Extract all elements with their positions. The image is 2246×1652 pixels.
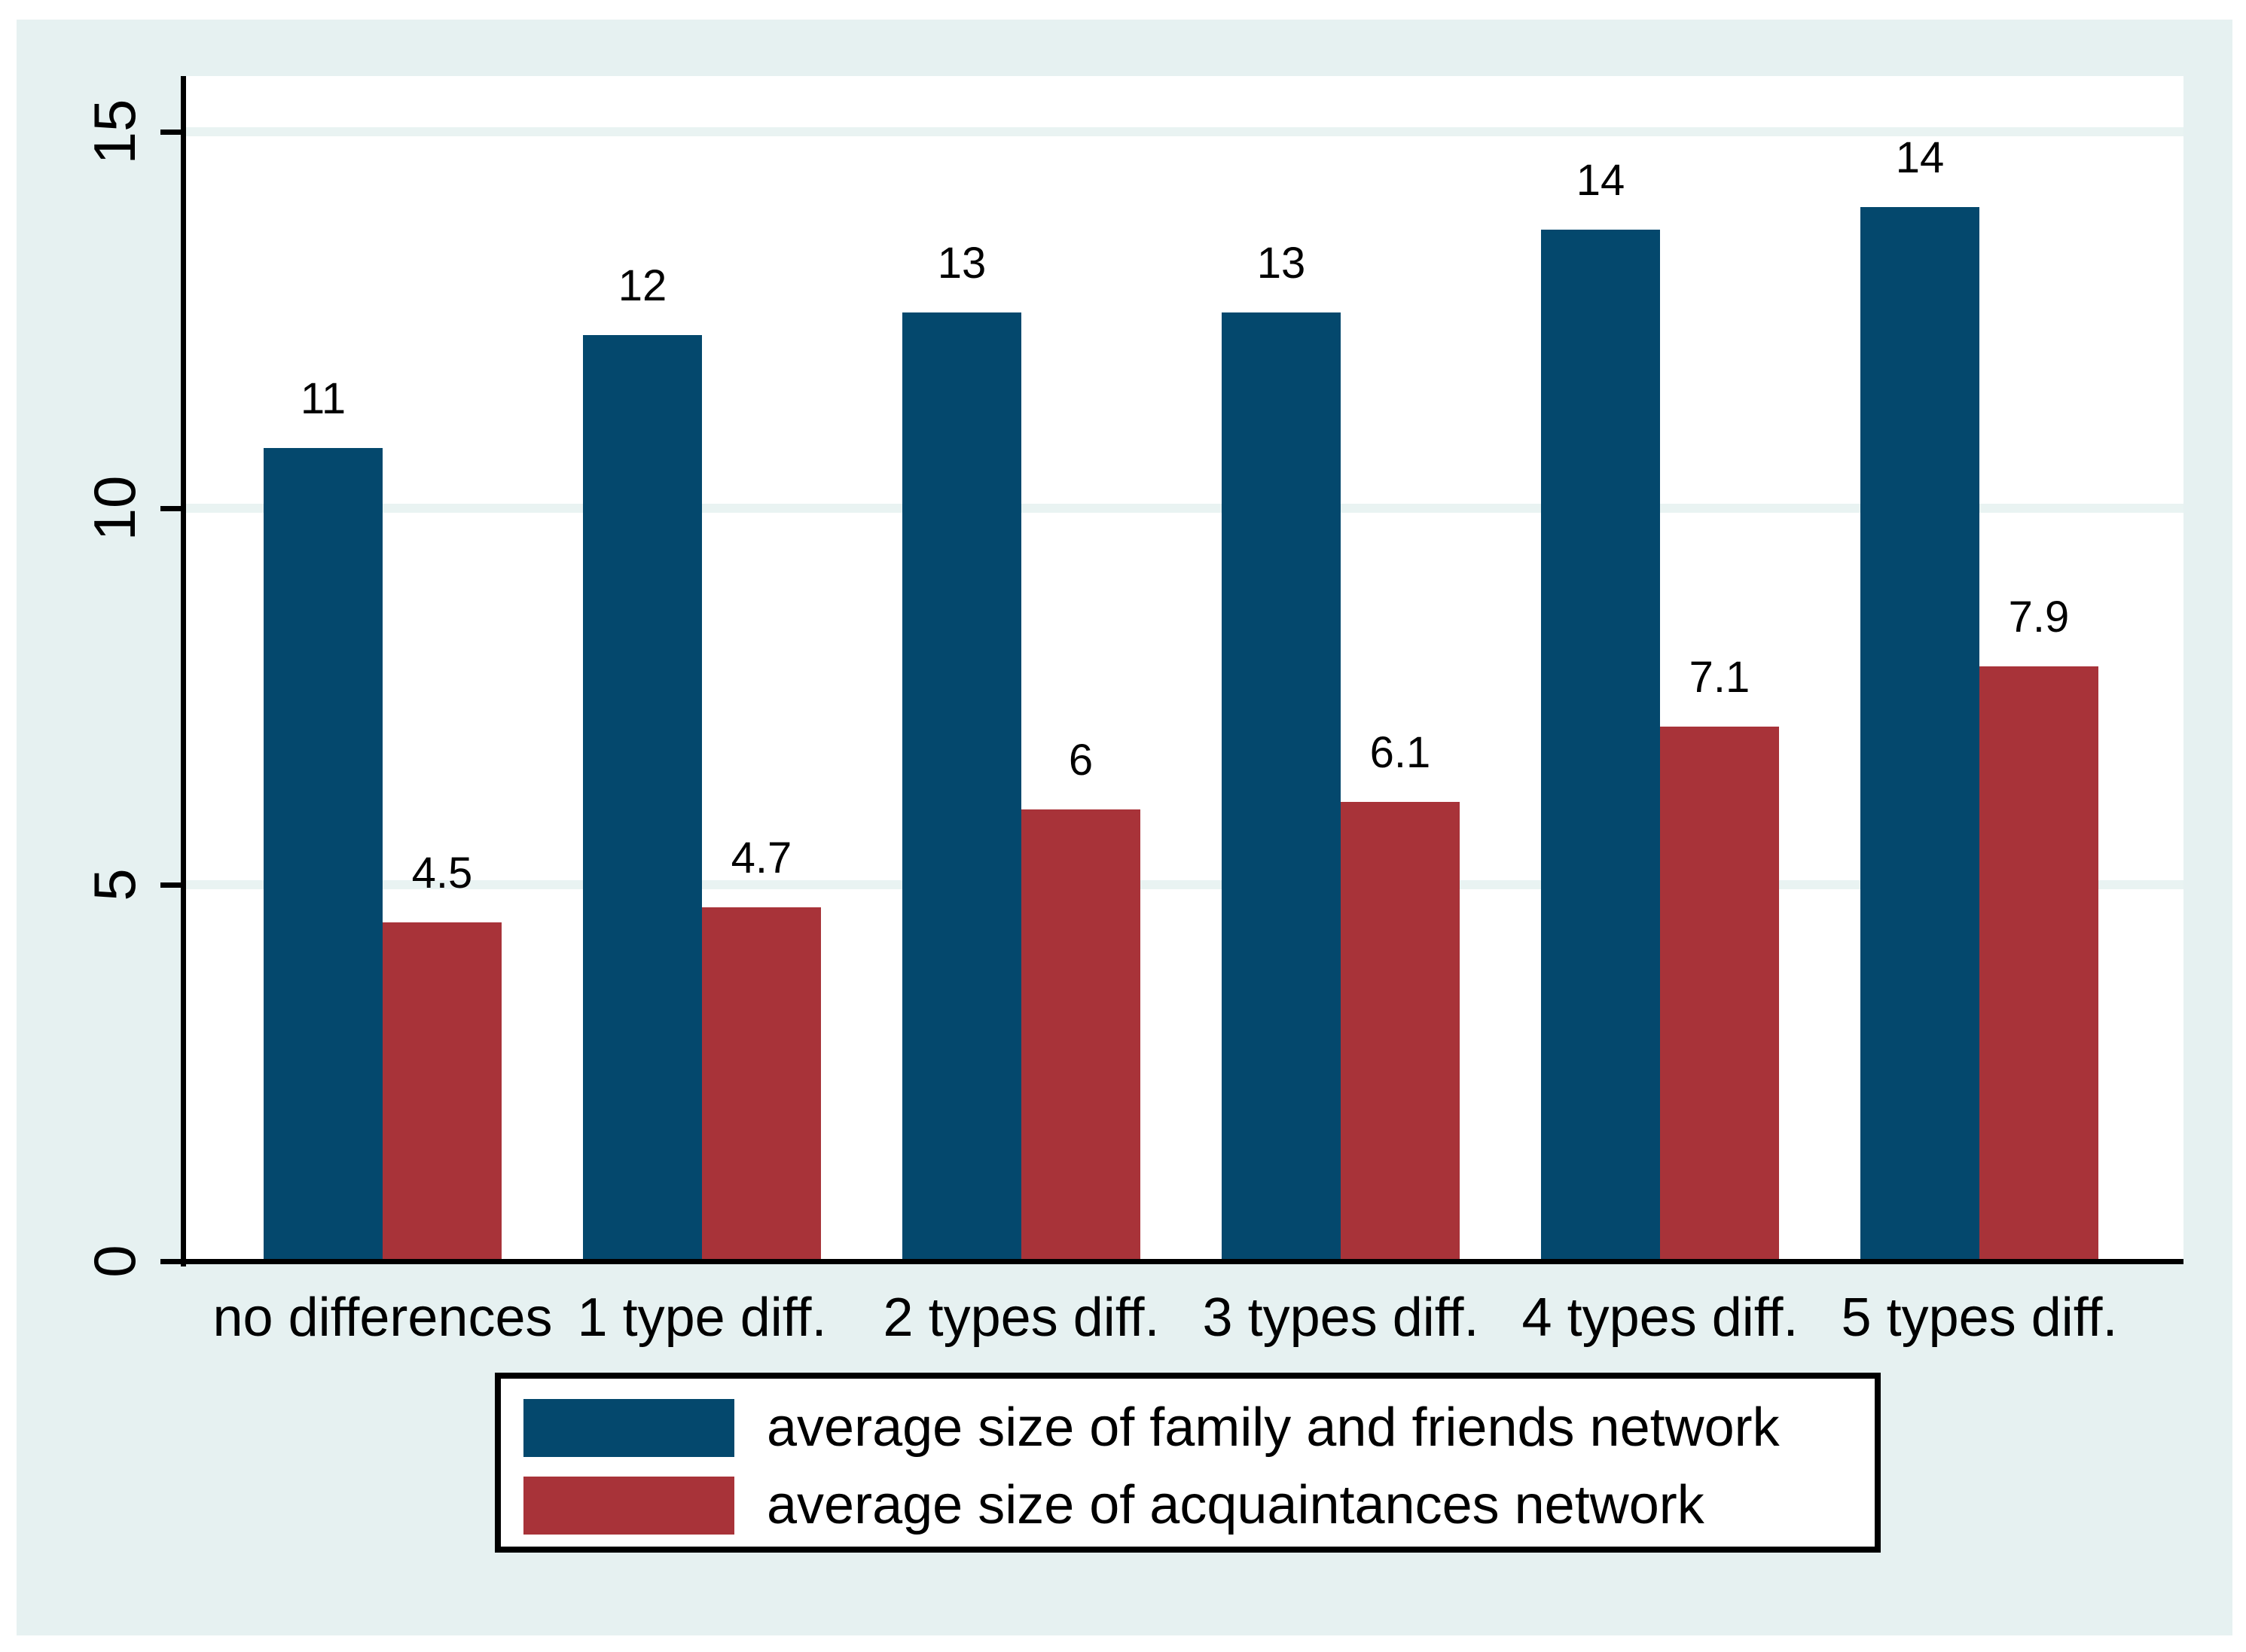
x-category-label: 3 types diff. [1202, 1288, 1479, 1348]
y-tick-label: 0 [81, 1245, 148, 1278]
y-axis-line [181, 76, 186, 1266]
x-category-label: 2 types diff. [883, 1288, 1160, 1348]
x-category-label: no differences [212, 1288, 553, 1348]
bar-acquaintances-network [1341, 802, 1460, 1261]
bar-family-friends-network [583, 335, 702, 1261]
bar-value-label: 4.7 [731, 834, 792, 882]
bar-family-friends-network [1541, 230, 1660, 1261]
gridline [186, 127, 2183, 136]
x-category-label: 5 types diff. [1841, 1288, 2118, 1348]
plot-area [186, 76, 2183, 1261]
x-category-label: 1 type diff. [577, 1288, 827, 1348]
y-tick [160, 882, 186, 888]
bar-value-label: 6 [1068, 736, 1094, 785]
bar-family-friends-network [1860, 207, 1979, 1261]
bar-family-friends-network [1222, 312, 1341, 1261]
legend: average size of family and friends netwo… [495, 1373, 1881, 1553]
legend-swatch-acquaintances [523, 1477, 734, 1535]
x-axis-line [160, 1259, 2183, 1264]
bar-acquaintances-network [702, 907, 821, 1261]
figure-canvas: 0 5 10 15 11 12 13 13 14 14 4.5 4.7 6 6.1 7.1 7.9 no dif… [17, 20, 2232, 1635]
bar-chart: 0 5 10 15 11 12 13 13 14 14 4.5 4.7 6 6.1 7.1 7.9 no dif… [17, 20, 2232, 1635]
bar-value-label: 7.1 [1689, 653, 1750, 702]
bar-value-label: 12 [618, 261, 667, 310]
legend-label-acquaintances: average size of acquaintances network [767, 1475, 1704, 1535]
bar-family-friends-network [902, 312, 1021, 1261]
bar-value-label: 7.9 [2008, 593, 2070, 642]
bar-acquaintances-network [1660, 727, 1779, 1261]
bar-acquaintances-network [383, 922, 502, 1261]
x-category-label: 4 types diff. [1521, 1288, 1799, 1348]
legend-swatch-family-friends [523, 1399, 734, 1457]
y-tick [160, 506, 186, 511]
bar-value-label: 4.5 [411, 849, 473, 898]
bar-acquaintances-network [1021, 809, 1140, 1261]
bar-value-label: 13 [1256, 239, 1306, 288]
bar-value-label: 14 [1576, 156, 1625, 205]
bar-acquaintances-network [1979, 666, 2098, 1261]
bar-value-label: 14 [1895, 133, 1945, 182]
y-tick-label: 10 [81, 475, 148, 541]
bar-value-label: 13 [937, 239, 987, 288]
bar-value-label: 11 [300, 374, 346, 423]
bar-family-friends-network [264, 448, 383, 1261]
y-tick [160, 130, 186, 135]
legend-label-family-friends: average size of family and friends netwo… [767, 1397, 1780, 1458]
bar-value-label: 6.1 [1369, 728, 1431, 777]
y-tick-label: 15 [81, 99, 148, 165]
y-tick-label: 5 [81, 868, 148, 901]
